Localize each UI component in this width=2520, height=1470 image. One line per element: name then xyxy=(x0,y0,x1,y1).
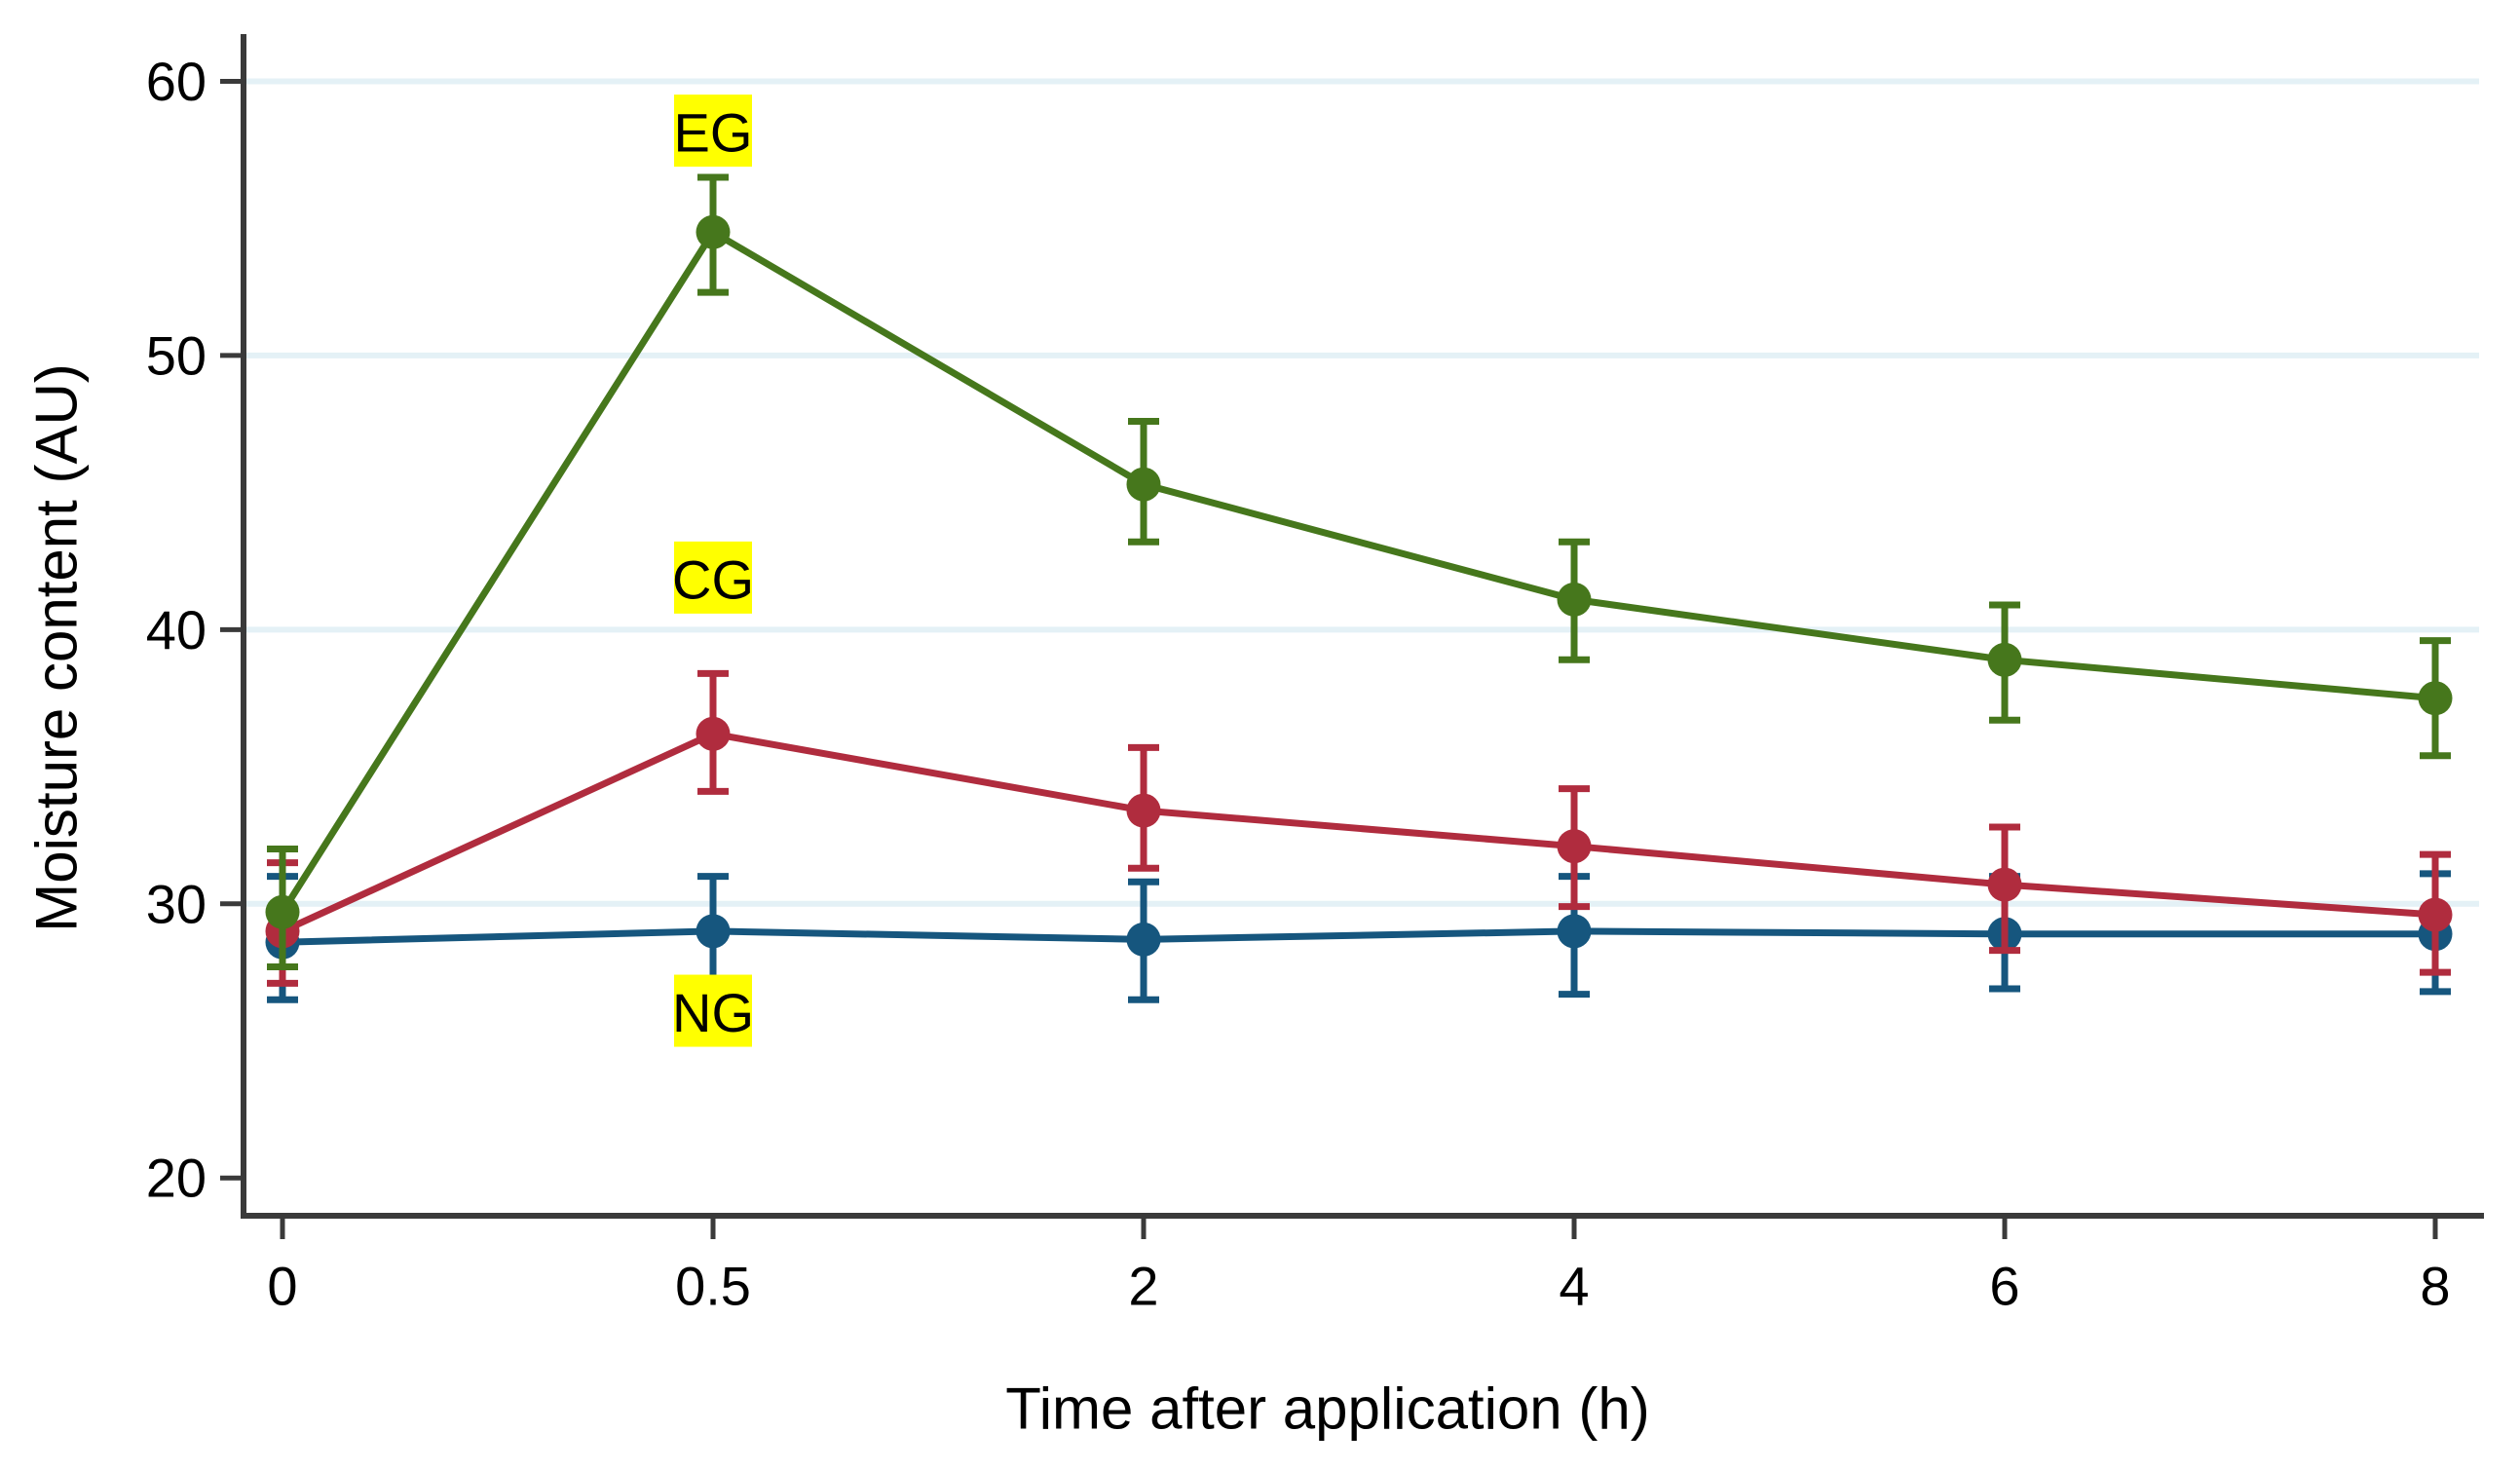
series-EG xyxy=(265,173,2453,971)
y-axis-title: Moisture content (AU) xyxy=(24,363,90,932)
x-tick-label-4: 4 xyxy=(1559,1256,1589,1317)
series-label-CG: CG xyxy=(672,541,754,614)
y-tick-label-50: 50 xyxy=(146,324,207,386)
series-marker-EG-4 xyxy=(1557,582,1592,617)
x-tick-label-0: 0 xyxy=(267,1256,297,1317)
series-label-bg-EG xyxy=(674,94,752,168)
series-label-bg-CG xyxy=(674,541,752,614)
series-marker-NG-0.5 xyxy=(696,914,731,949)
series-marker-EG-0 xyxy=(265,894,300,929)
series-marker-EG-0.5 xyxy=(696,214,731,249)
series-marker-CG-8 xyxy=(2418,897,2453,932)
series-label-EG: EG xyxy=(674,94,753,168)
series-marker-NG-2 xyxy=(1126,922,1161,957)
series-marker-CG-2 xyxy=(1126,793,1161,828)
x-axis-title: Time after application (h) xyxy=(1005,1376,1649,1442)
series-line-CG xyxy=(281,730,2436,935)
series-label-text-NG: NG xyxy=(672,982,754,1043)
series-marker-CG-4 xyxy=(1557,829,1592,864)
x-tick-label-2: 2 xyxy=(1128,1256,1158,1317)
gridlines-layer xyxy=(246,78,2479,907)
series-layer xyxy=(265,173,2453,1003)
axes-layer: 20 30 40 50 60 0 0.5 2 4 6 8 xyxy=(146,34,2484,1317)
series-marker-NG-4 xyxy=(1557,914,1592,949)
series-line-EG xyxy=(280,228,2436,915)
series-label-text-EG: EG xyxy=(674,102,753,164)
y-tick-label-20: 20 xyxy=(146,1148,207,1209)
y-tick-label-30: 30 xyxy=(146,873,207,934)
series-marker-CG-0.5 xyxy=(696,716,731,751)
series-marker-EG-8 xyxy=(2418,681,2453,716)
series-label-text-CG: CG xyxy=(672,548,754,610)
series-marker-CG-6 xyxy=(1987,867,2022,902)
series-line-NG xyxy=(282,927,2435,946)
series-label-bg-NG xyxy=(674,974,752,1047)
series-marker-EG-2 xyxy=(1126,467,1161,502)
x-tick-label-0.5: 0.5 xyxy=(675,1256,751,1317)
y-tick-label-40: 40 xyxy=(146,599,207,660)
series-label-NG: NG xyxy=(672,974,754,1047)
x-tick-label-8: 8 xyxy=(2420,1256,2450,1317)
series-marker-EG-6 xyxy=(1987,642,2022,677)
annotations-layer: EG CG NG xyxy=(672,94,754,1047)
y-tick-label-60: 60 xyxy=(146,51,207,112)
x-tick-label-6: 6 xyxy=(1989,1256,2019,1317)
